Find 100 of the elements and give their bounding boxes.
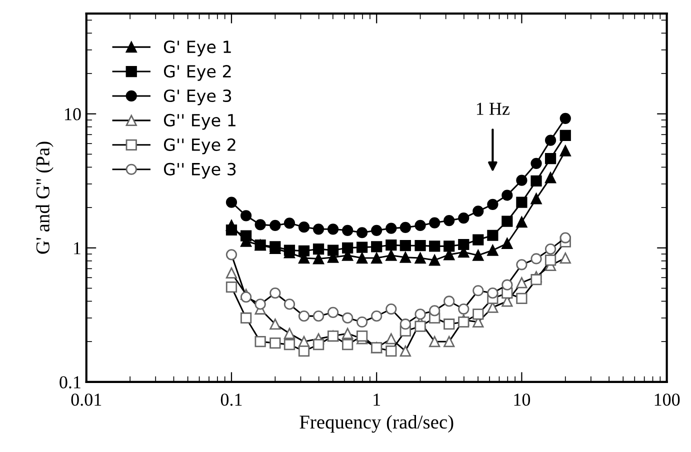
point [414, 240, 426, 252]
point [530, 193, 542, 204]
point [502, 279, 513, 290]
point [444, 296, 455, 307]
point [530, 253, 542, 264]
point [254, 298, 266, 310]
point [298, 222, 310, 233]
y-tick-label: 0.1 [60, 376, 80, 388]
point [356, 252, 368, 264]
point [560, 130, 571, 142]
point [414, 308, 426, 320]
point [502, 216, 513, 227]
legend-label: G'' Eye 1 [164, 114, 236, 130]
point [444, 318, 455, 330]
point [284, 328, 296, 340]
point [530, 175, 542, 186]
point [371, 310, 382, 322]
point [502, 238, 513, 249]
point [371, 252, 382, 264]
point [429, 305, 440, 316]
point [298, 245, 310, 256]
point [400, 222, 411, 234]
point [458, 238, 470, 250]
x-tick-label: 0.01 [71, 394, 102, 406]
point [226, 196, 238, 208]
point [386, 222, 397, 234]
point [254, 240, 266, 251]
point [516, 292, 528, 304]
point [298, 310, 310, 322]
point [472, 234, 484, 246]
point [414, 320, 426, 332]
point [240, 312, 252, 324]
point [270, 318, 281, 330]
point [240, 230, 252, 242]
point [472, 308, 484, 320]
point [298, 345, 310, 357]
point [400, 252, 411, 263]
point [516, 174, 528, 186]
point [429, 240, 440, 252]
point [240, 291, 252, 303]
point [284, 339, 296, 350]
point [487, 230, 498, 241]
point [240, 210, 252, 222]
point [327, 224, 339, 235]
point [429, 254, 440, 266]
y-tick-label: 10 [65, 108, 81, 120]
point [356, 330, 368, 342]
point [226, 249, 238, 260]
point [472, 250, 484, 261]
point [312, 244, 324, 255]
point [312, 310, 324, 322]
point [342, 224, 354, 236]
point [386, 303, 397, 315]
point [487, 244, 498, 256]
point [400, 345, 411, 357]
legend-label: G' Eye 3 [164, 89, 232, 106]
point [312, 253, 324, 264]
legend-label: G'' Eye 2 [164, 138, 236, 154]
point [226, 224, 238, 236]
point [414, 220, 426, 232]
point [560, 112, 571, 124]
point [254, 336, 266, 348]
point [270, 288, 281, 299]
point [472, 206, 484, 217]
point [342, 242, 354, 254]
point [544, 172, 556, 184]
point [444, 240, 455, 252]
point [516, 277, 528, 288]
point [386, 240, 397, 251]
point [429, 217, 440, 228]
legend-label: G'' Eye 3 [164, 162, 236, 179]
point [414, 252, 426, 264]
point [327, 244, 339, 256]
point [516, 259, 528, 270]
point [284, 298, 296, 310]
x-tick-label: 1 [374, 394, 380, 406]
point [487, 288, 498, 299]
point [516, 196, 528, 208]
point [254, 219, 266, 230]
point [342, 328, 354, 340]
point [284, 218, 296, 229]
point [544, 244, 556, 255]
point [444, 336, 455, 348]
point [284, 244, 296, 256]
legend-label: G' Eye 1 [164, 40, 231, 56]
point [342, 312, 354, 324]
legend-label: G' Eye 2 [164, 64, 231, 81]
x-axis-title: Frequency (rad/sec) [300, 414, 454, 433]
point [444, 214, 455, 226]
x-tick-label: 0.1 [220, 394, 242, 406]
x-tick-label: 100 [654, 394, 680, 406]
point [458, 316, 470, 328]
point [342, 339, 354, 350]
point [429, 336, 440, 348]
point [400, 318, 411, 330]
point [386, 345, 397, 357]
x-tick-label: 10 [514, 394, 530, 406]
y-tick-label: 1 [74, 242, 80, 254]
point [400, 240, 411, 252]
point [458, 212, 470, 224]
